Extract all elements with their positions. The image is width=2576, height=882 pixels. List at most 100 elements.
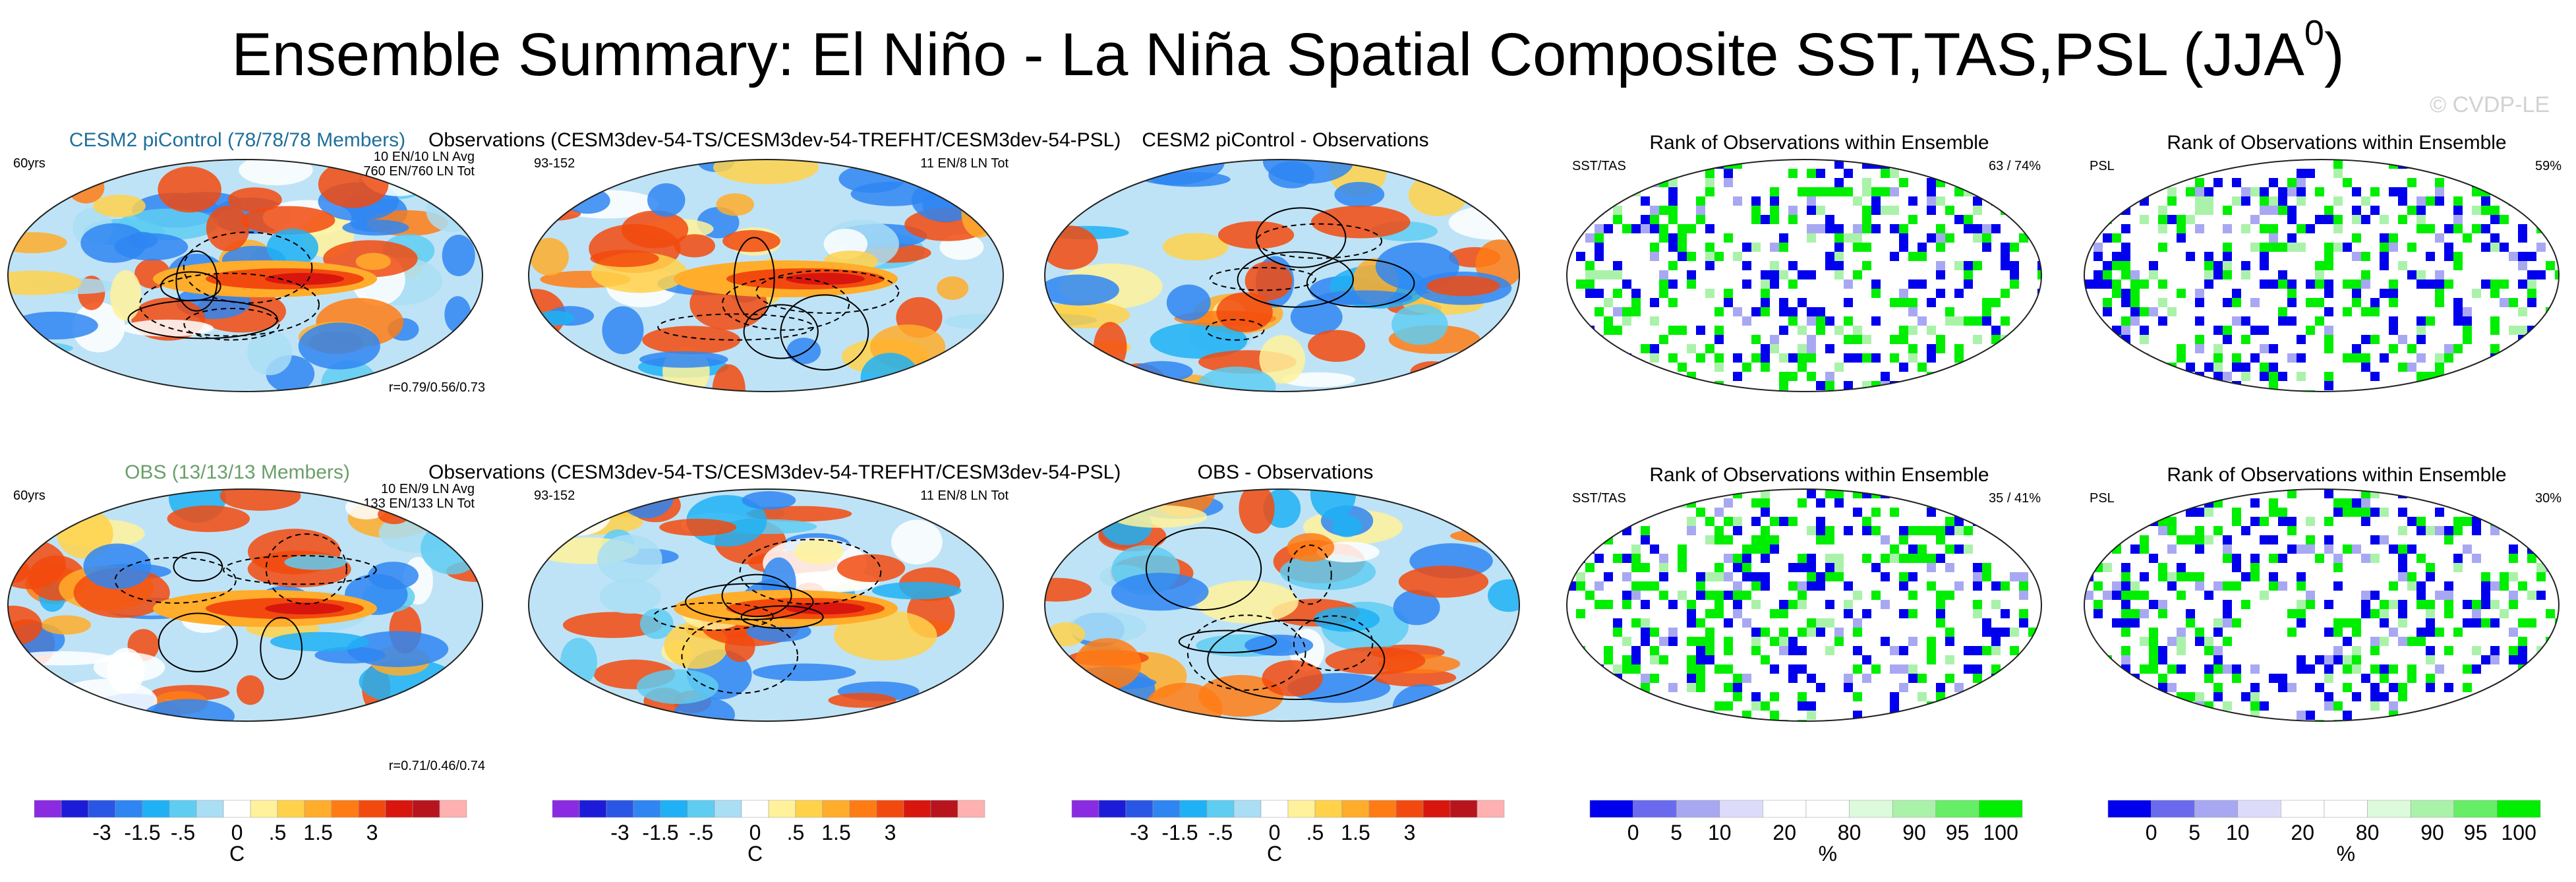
ensemble-panel-title: OBS (13/13/13 Members) — [125, 461, 350, 483]
colorbar-tick-label: -.5 — [1208, 821, 1233, 844]
colorbar-swatch — [115, 800, 143, 818]
colorbar-unit: C — [1267, 842, 1282, 866]
colorbar-swatch — [903, 800, 931, 818]
colorbar-swatch — [2324, 800, 2368, 818]
map-outline — [1044, 488, 1520, 722]
colorbar-tick-label: 20 — [1772, 821, 1796, 844]
colorbar-swatch — [331, 800, 359, 818]
colorbar-swatch — [142, 800, 170, 818]
pattern-correlation: r=0.71/0.46/0.74 — [388, 759, 485, 773]
colorbar-swatch — [1477, 800, 1505, 818]
colorbar-swatch — [1233, 800, 1262, 818]
colorbar-unit: % — [1819, 842, 1837, 866]
colorbar-swatch — [2410, 800, 2455, 818]
colorbar-tick-label: 3 — [885, 821, 896, 844]
difference-panel-title: CESM2 piControl - Observations — [1142, 129, 1429, 151]
colorbar-swatch — [930, 800, 958, 818]
difference-panel-title: OBS - Observations — [1197, 461, 1374, 483]
colorbar-swatch — [1719, 800, 1763, 818]
colorbar-unit: % — [2337, 842, 2355, 866]
colorbar-swatch — [1589, 800, 1633, 818]
colorbar-tick-label: -3 — [92, 821, 111, 844]
ensemble-panel-title: CESM2 piControl (78/78/78 Members) — [69, 129, 406, 151]
colorbar-swatch — [1152, 800, 1181, 818]
rank-variable-label: SST/TAS — [1572, 491, 1626, 506]
colorbar-swatch — [412, 800, 440, 818]
colorbar-swatch — [277, 800, 305, 818]
observations-panel-title: Observations (CESM3dev-54-TS/CESM3dev-54… — [428, 129, 1121, 151]
colorbar-swatch — [1935, 800, 1979, 818]
colorbar-swatch — [957, 800, 985, 818]
watermark: © CVDP-LE — [2430, 92, 2550, 117]
composite-map — [1045, 160, 1519, 392]
colorbar-tick-label: 10 — [1708, 821, 1732, 844]
colorbar-tick-label: 0 — [1627, 821, 1639, 844]
colorbar-tick-label: 1.5 — [303, 821, 332, 844]
event-counts-avg: 10 EN/10 LN Avg — [373, 150, 475, 164]
colorbar-swatch — [196, 800, 224, 818]
colorbar-swatch — [1633, 800, 1677, 818]
map-outline — [1044, 159, 1520, 392]
colorbar-tick-label: 95 — [1946, 821, 1970, 844]
colorbar-swatch — [1676, 800, 1720, 818]
figure-title: Ensemble Summary: El Niño - La Niña Spat… — [231, 13, 2345, 88]
colorbar-tick-label: 3 — [366, 821, 378, 844]
colorbar-swatch — [633, 800, 661, 818]
colorbar-swatch — [1763, 800, 1807, 818]
colorbar-tick-label: 10 — [2226, 821, 2250, 844]
colorbar-swatch — [849, 800, 877, 818]
colorbar-swatch — [61, 800, 89, 818]
colorbar-tick-label: -.5 — [171, 821, 195, 844]
rank-percent: 59% — [2534, 159, 2561, 173]
years-label: 93-152 — [534, 488, 575, 503]
colorbar-swatch — [2194, 800, 2239, 818]
colorbar-swatch — [1422, 800, 1451, 818]
colorbar-tick-label: 5 — [2188, 821, 2200, 844]
rank-panel-title: Rank of Observations within Ensemble — [2167, 464, 2507, 486]
colorbar-swatch — [88, 800, 116, 818]
map-outline — [528, 159, 1004, 392]
colorbar-tick-label: -1.5 — [124, 821, 160, 844]
colorbar-tick-label: 1.5 — [821, 821, 850, 844]
event-counts-total: 11 EN/8 LN Tot — [920, 156, 1009, 171]
colorbar-tick-label: .5 — [1306, 821, 1324, 844]
colorbar-swatch — [385, 800, 413, 818]
rank-percent: 35 / 41% — [1989, 491, 2041, 506]
map-outline — [528, 488, 1004, 722]
colorbar-tick-label: 100 — [2502, 821, 2536, 844]
colorbar-tick-label: 0 — [2146, 821, 2157, 844]
colorbar-tick-label: 0 — [231, 821, 243, 844]
colorbar-swatch — [358, 800, 386, 818]
colorbar-tick-label: 5 — [1670, 821, 1682, 844]
colorbar-swatch — [1395, 800, 1424, 818]
colorbar-swatch — [439, 800, 467, 818]
colorbar-swatch — [2281, 800, 2325, 818]
colorbar-unit: C — [747, 842, 763, 866]
rank-variable-label: PSL — [2090, 159, 2115, 173]
colorbar-swatch — [250, 800, 278, 818]
colorbar-tick-label: -1.5 — [642, 821, 678, 844]
composite-map — [529, 489, 1003, 721]
colorbar-swatch — [1368, 800, 1397, 818]
colorbar-tick-label: 20 — [2291, 821, 2314, 844]
colorbar-tick-label: 80 — [2356, 821, 2380, 844]
colorbar-tick-label: 0 — [1269, 821, 1281, 844]
rank-variable-label: SST/TAS — [1572, 159, 1626, 173]
colorbar-swatch — [822, 800, 850, 818]
map-outline — [1566, 488, 2042, 722]
colorbar-swatch — [579, 800, 607, 818]
colorbar-tick-label: 0 — [749, 821, 761, 844]
colorbar-swatch — [687, 800, 715, 818]
colorbar-tick-label: 3 — [1404, 821, 1416, 844]
colorbar-swatch — [552, 800, 580, 818]
colorbar-unit: C — [229, 842, 245, 866]
rank-map — [2084, 489, 2559, 721]
colorbar-swatch — [1314, 800, 1343, 818]
colorbar-swatch — [304, 800, 332, 818]
colorbar-swatch — [1341, 800, 1370, 818]
event-counts-avg: 10 EN/9 LN Avg — [381, 482, 475, 496]
colorbar-swatch — [795, 800, 823, 818]
colorbar-swatch — [741, 800, 769, 818]
